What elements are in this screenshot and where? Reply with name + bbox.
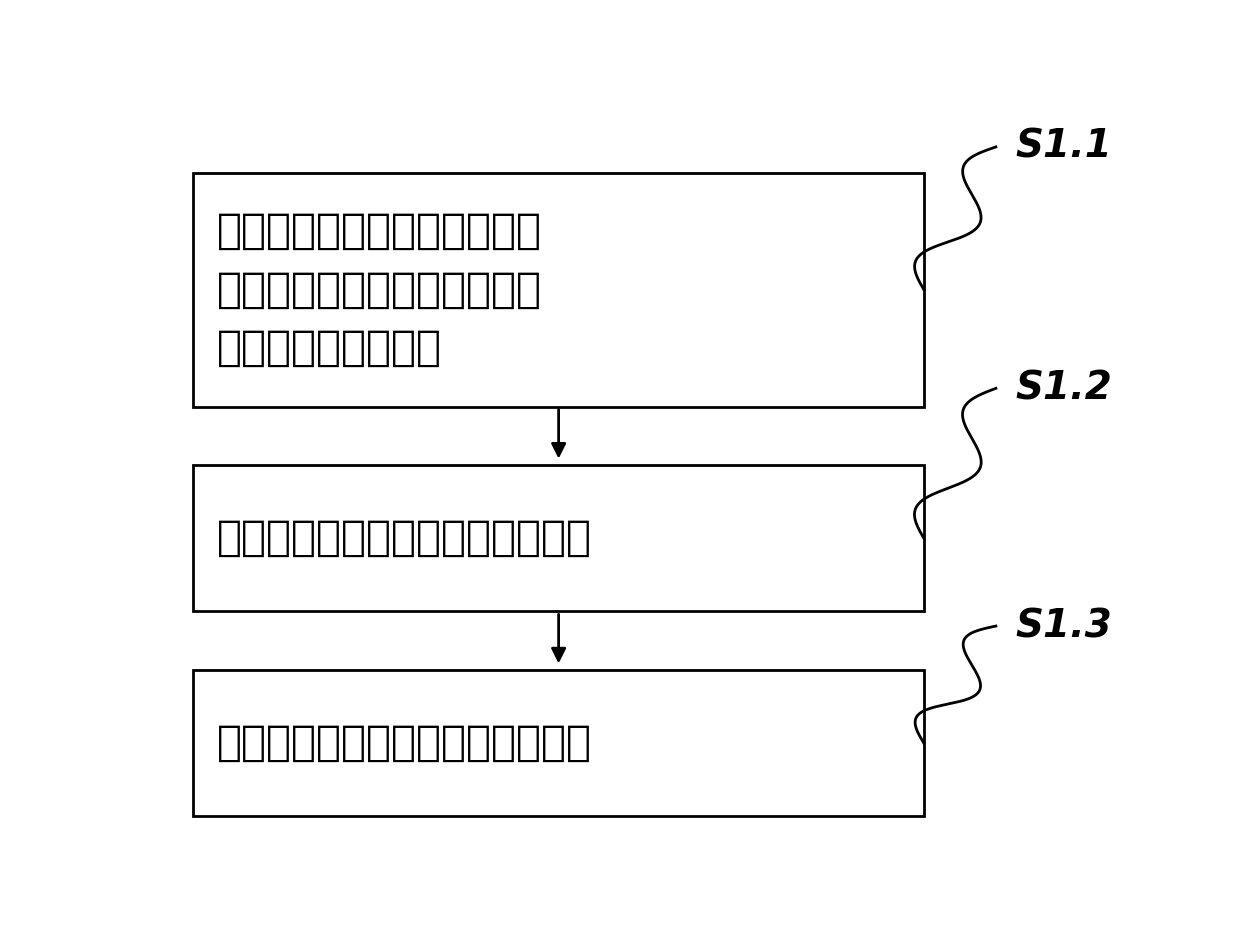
Bar [193, 173, 924, 407]
Bar [193, 466, 924, 612]
Text: 建立动态软组织平衡判断公式模型: 建立动态软组织平衡判断公式模型 [217, 722, 593, 764]
Text: S1.3: S1.3 [1016, 607, 1112, 645]
Text: 引入为不同腿部姿态下的动态权值: 引入为不同腿部姿态下的动态权值 [217, 517, 593, 560]
Text: S1.1: S1.1 [1016, 128, 1112, 166]
Text: S1.2: S1.2 [1016, 370, 1112, 408]
Text: 对膝关节伸、屈角，膝关节内
旋、外旋角和髋关节内收、外
展角进行归一化处理: 对膝关节伸、屈角，膝关节内 旋、外旋角和髋关节内收、外 展角进行归一化处理 [217, 210, 542, 369]
Bar [193, 670, 924, 816]
